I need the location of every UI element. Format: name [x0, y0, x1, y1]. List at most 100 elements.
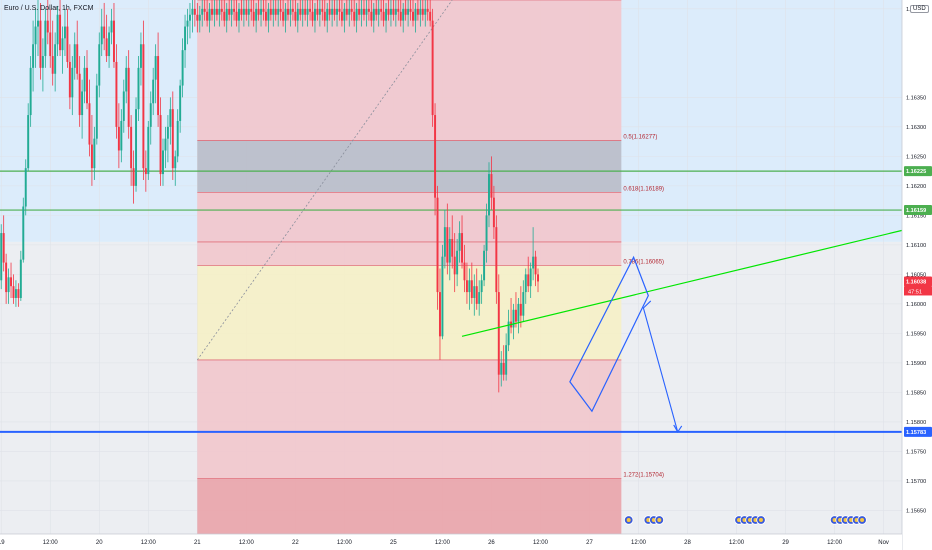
candle	[98, 44, 101, 86]
price-badge-label: 1.16038	[906, 279, 926, 285]
candle	[73, 44, 76, 68]
candle	[159, 115, 162, 175]
green-trendline	[461, 229, 904, 337]
candle	[311, 11, 314, 21]
price-badge-label: 1.16159	[906, 208, 926, 214]
candle	[296, 8, 299, 21]
candle	[41, 56, 44, 68]
fib-zone-lower	[197, 359, 622, 479]
candle	[304, 8, 307, 15]
candle	[485, 215, 488, 251]
price-tick-label: 1.16150	[906, 213, 926, 219]
dotted-trendline	[196, 0, 453, 361]
candle	[363, 8, 365, 15]
candle	[458, 233, 461, 251]
fib-level-label: 0.5(1.16277)	[623, 134, 657, 140]
candle	[139, 44, 142, 68]
price-badge	[904, 205, 932, 216]
candle	[326, 8, 329, 21]
candle	[250, 8, 253, 12]
candle	[348, 8, 351, 15]
candle	[144, 168, 147, 175]
time-tick-label: 12:00	[827, 540, 843, 546]
candle	[154, 56, 157, 80]
candle	[149, 103, 152, 127]
candle	[456, 250, 459, 275]
arrow-head	[673, 424, 683, 433]
candle	[519, 303, 522, 316]
candle	[321, 8, 324, 12]
candle	[83, 67, 86, 92]
candle	[277, 8, 280, 15]
symbol-title[interactable]: Euro / U.S. Dollar, 1h, FXCM	[4, 5, 94, 12]
rising-channel	[569, 255, 649, 413]
time-axis-bg	[0, 534, 902, 550]
candle	[355, 8, 358, 21]
candle	[507, 321, 510, 346]
price-tick-label: 1.15700	[906, 479, 926, 485]
candle	[505, 345, 508, 375]
candle	[495, 227, 498, 293]
time-tick-label: 19	[0, 540, 5, 546]
candle	[14, 289, 17, 298]
candle	[39, 20, 42, 68]
candle	[27, 115, 30, 169]
candle	[500, 362, 503, 375]
candle	[257, 8, 260, 15]
candle	[34, 26, 37, 45]
candle	[431, 20, 434, 116]
time-tick-label: 12:00	[43, 540, 59, 546]
candle	[86, 67, 88, 104]
candle	[108, 32, 111, 57]
candle	[323, 11, 326, 21]
candle	[252, 11, 255, 21]
candle	[338, 8, 341, 12]
candle	[397, 8, 400, 12]
candle	[59, 14, 62, 51]
candle	[524, 274, 527, 293]
candle	[184, 26, 187, 51]
candle	[475, 286, 478, 304]
candle	[385, 8, 388, 21]
candle	[203, 8, 206, 12]
price-tick-label: 1.16100	[906, 243, 926, 249]
candle	[336, 8, 339, 15]
candle	[90, 144, 93, 169]
candle	[299, 8, 302, 15]
candle	[269, 8, 272, 15]
candle	[301, 8, 304, 15]
candle	[478, 292, 481, 304]
currency-label[interactable]: USD	[910, 5, 929, 13]
fib-zone-mid	[197, 192, 622, 266]
candle	[61, 38, 64, 51]
candle	[220, 8, 223, 12]
candle	[502, 362, 505, 375]
candle	[443, 227, 446, 257]
candle	[63, 26, 66, 39]
fib-level-label: 1.272(1.15704)	[623, 473, 664, 479]
candle	[527, 274, 530, 287]
candle	[287, 8, 289, 15]
candle	[480, 280, 483, 293]
price-tick-label: 1.15800	[906, 420, 926, 426]
candle	[19, 259, 22, 298]
candle	[125, 67, 128, 92]
fib-level-label: 0.618(1.16189)	[623, 186, 664, 192]
time-tick-label: 22	[292, 540, 299, 546]
time-tick-label: 25	[390, 540, 397, 546]
candle	[164, 138, 167, 151]
time-tick-label: Nov	[878, 540, 889, 546]
candle	[78, 73, 81, 116]
candle	[490, 174, 493, 198]
candle	[402, 8, 405, 21]
candle	[328, 8, 331, 15]
candle	[272, 8, 275, 15]
price-axis-bg	[902, 0, 932, 550]
candle	[191, 8, 194, 15]
candle	[122, 91, 125, 121]
candle	[71, 67, 74, 98]
event-marker-dot	[759, 518, 764, 522]
countdown-label: 47:51	[908, 289, 922, 295]
candle	[429, 11, 432, 21]
